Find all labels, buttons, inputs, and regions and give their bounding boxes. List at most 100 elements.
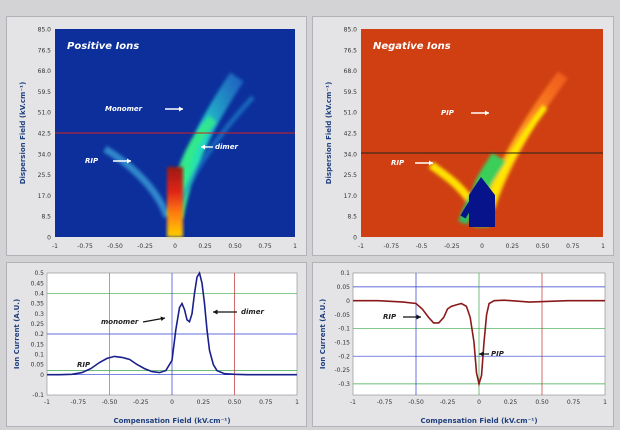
y-tick-label: 42.5 <box>38 131 52 138</box>
x-tick-label: 0 <box>170 399 174 406</box>
annotation-label: RIP <box>77 361 91 369</box>
arrow-head-icon <box>485 110 489 116</box>
arrow-head-icon <box>127 158 131 164</box>
x-tick-label: -0.75 <box>383 243 399 250</box>
x-tick-label: 0.25 <box>504 399 518 406</box>
arrow-head-icon <box>201 144 205 150</box>
y-tick-label: 0.4 <box>34 291 44 298</box>
y-tick-label: -0.15 <box>334 340 350 347</box>
heatmap-panel-negative: Negative Ions Dispersion Field (kV.cm⁻¹)… <box>312 16 614 256</box>
x-tick-label: -1 <box>350 399 356 406</box>
y-tick-label: 51.0 <box>38 110 52 117</box>
y-tick-label: 85.0 <box>38 27 52 34</box>
annotation-label: PIP <box>491 350 505 358</box>
line-chart-positive: -0.1 0 0.05 0.1 0.15 0.2 0.25 0.3 0.35 0.4 0.45 0.5… <box>13 270 299 425</box>
x-tick-label: 0 <box>173 243 177 250</box>
y-tick-label: 76.5 <box>344 47 358 54</box>
x-tick-label: -0.5 <box>416 243 428 250</box>
y-axis-label: Ion Current (A.U.) <box>13 299 21 369</box>
y-tick-label: 25.5 <box>344 172 358 179</box>
y-tick-label: 34.0 <box>344 151 358 158</box>
y-tick-label: 42.5 <box>344 131 358 138</box>
annotation-label: RIP <box>391 159 405 167</box>
x-tick-label: 0.25 <box>506 243 520 250</box>
tick-labels: -0.3 -0.25 -0.2 -0.15 -0.1 -0.05 0 0.05 0.1 -1 -0.… <box>334 270 607 406</box>
heatmap-title: Negative Ions <box>373 41 451 52</box>
y-tick-label: -0.2 <box>338 353 350 360</box>
y-tick-label: 0.1 <box>34 352 44 359</box>
x-tick-label: -0.50 <box>102 399 118 406</box>
y-tick-label: 25.5 <box>38 172 52 179</box>
y-tick-label: 0.5 <box>34 270 44 277</box>
y-tick-label: 76.5 <box>38 47 52 54</box>
reactant-ion-column <box>167 167 183 237</box>
x-tick-label: 0.25 <box>198 243 212 250</box>
x-tick-label: 0.75 <box>259 399 273 406</box>
y-tick-label: -0.05 <box>334 312 350 319</box>
y-tick-label: 59.5 <box>38 89 52 96</box>
x-tick-label: -1 <box>44 399 50 406</box>
line-panel-positive: -0.1 0 0.05 0.1 0.15 0.2 0.25 0.3 0.35 0.4 0.45 0.5… <box>6 262 307 427</box>
y-tick-label: 0 <box>353 235 357 242</box>
x-tick-label: 1 <box>295 399 299 406</box>
y-tick-label: 0 <box>40 372 44 379</box>
x-tick-label: 0.75 <box>567 399 581 406</box>
heatmap-negative: Negative Ions Dispersion Field (kV.cm⁻¹)… <box>325 27 605 251</box>
y-axis-label: Dispersion Field (kV.cm⁻¹) <box>325 82 333 185</box>
x-tick-label: -0.25 <box>440 399 456 406</box>
arrow-head-icon <box>179 106 183 112</box>
x-tick-label: 0.75 <box>566 243 580 250</box>
y-tick-label: 0.3 <box>34 311 44 318</box>
y-tick-label: -0.25 <box>334 367 350 374</box>
y-tick-label: 0.45 <box>31 280 45 287</box>
y-tick-labels: 0 8.5 17.0 25.5 34.0 42.5 51.0 59.5 68.0 76.5 85.0 <box>344 27 358 242</box>
arrow-head-icon <box>416 314 421 320</box>
x-tick-label: 0 <box>477 399 481 406</box>
y-tick-label: 8.5 <box>347 214 357 221</box>
y-tick-label: 0.05 <box>337 284 351 291</box>
y-tick-label: 0 <box>346 298 350 305</box>
x-tick-label: 0.50 <box>535 399 549 406</box>
x-tick-label: -0.50 <box>107 243 123 250</box>
x-tick-label: -0.75 <box>70 399 86 406</box>
y-tick-label: -0.1 <box>32 392 44 399</box>
x-axis-label: Compensation Field (kV.cm⁻¹) <box>113 417 230 425</box>
depletion-region <box>460 190 486 219</box>
y-tick-label: 0.05 <box>31 362 45 369</box>
arrow-head-icon <box>160 316 165 321</box>
x-tick-labels: -1 -0.75 -0.50 -0.25 0 0.25 0.50 0.75 1 <box>52 243 297 250</box>
series-line <box>47 270 297 376</box>
x-tick-label: -0.25 <box>444 243 460 250</box>
annotation-label: Monomer <box>105 105 143 113</box>
x-tick-labels: -1 -0.75 -0.5 -0.25 0 0.25 0.50 0.75 1 <box>358 243 605 250</box>
x-tick-label: 1 <box>603 399 607 406</box>
x-tick-label: -0.25 <box>133 399 149 406</box>
x-tick-label: 0 <box>480 243 484 250</box>
y-tick-label: -0.3 <box>338 381 350 388</box>
y-tick-label: 85.0 <box>344 27 358 34</box>
y-tick-label: 17.0 <box>344 193 358 200</box>
annotation-label: RIP <box>383 313 397 321</box>
y-tick-label: -0.1 <box>338 326 350 333</box>
annotation-label: monomer <box>101 318 139 326</box>
x-axis-label: Compensation Field (kV.cm⁻¹) <box>420 417 537 425</box>
y-tick-label: 0.25 <box>31 321 45 328</box>
series-line <box>353 299 605 388</box>
heatmap-panel-positive: Positive Ions Dispersion Field (kV.cm⁻¹)… <box>6 16 307 256</box>
arrow-head-icon <box>213 309 218 315</box>
y-tick-label: 59.5 <box>344 89 358 96</box>
x-tick-label: -0.50 <box>408 399 424 406</box>
heatmap-title: Positive Ions <box>67 41 139 52</box>
y-tick-label: 51.0 <box>344 110 358 117</box>
x-tick-label: -0.25 <box>137 243 153 250</box>
x-tick-label: -0.75 <box>77 243 93 250</box>
y-tick-label: 0.2 <box>34 331 44 338</box>
annotation-label: dimer <box>215 143 238 151</box>
annotation-label: RIP <box>85 157 99 165</box>
arrow-head-icon <box>479 351 484 357</box>
x-tick-label: 0.75 <box>258 243 272 250</box>
line-chart-negative: -0.3 -0.25 -0.2 -0.15 -0.1 -0.05 0 0.05 0.1 -1 -0.… <box>319 270 607 425</box>
y-tick-label: 0 <box>47 235 51 242</box>
x-tick-label: -1 <box>358 243 364 250</box>
x-tick-label: 0.25 <box>197 399 211 406</box>
